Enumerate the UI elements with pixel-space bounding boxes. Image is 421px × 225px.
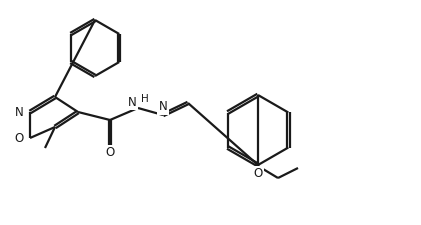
- Text: O: O: [105, 146, 115, 160]
- Text: O: O: [15, 131, 24, 144]
- Text: N: N: [159, 101, 168, 113]
- Text: H: H: [141, 94, 149, 104]
- Text: N: N: [15, 106, 24, 119]
- Text: O: O: [253, 167, 263, 180]
- Text: N: N: [128, 95, 137, 108]
